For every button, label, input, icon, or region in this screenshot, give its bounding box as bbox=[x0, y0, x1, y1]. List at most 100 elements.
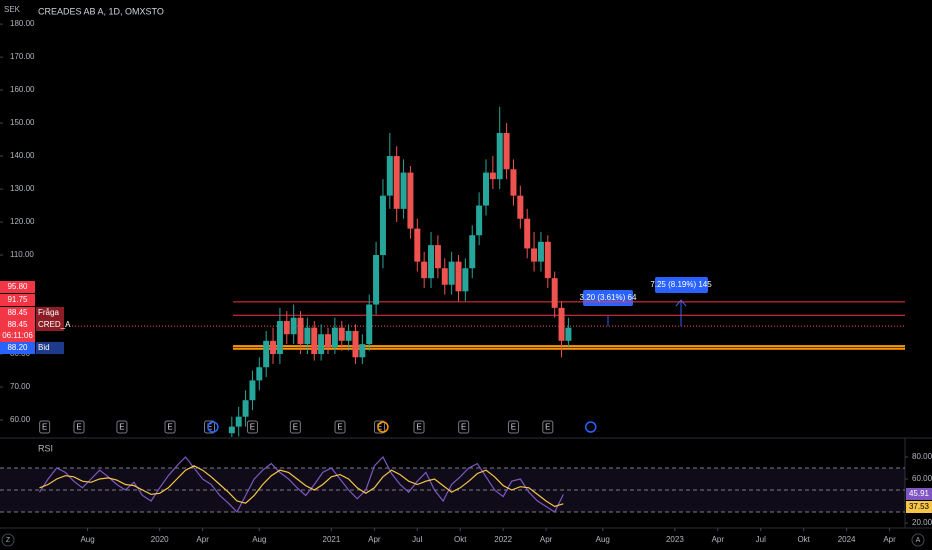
x-tick-label: Okt bbox=[454, 535, 467, 544]
y-tick-label: 20.00 bbox=[912, 518, 932, 527]
candle-body bbox=[263, 340, 270, 368]
price-label-bg bbox=[0, 294, 35, 306]
dividend-marker bbox=[584, 421, 597, 433]
value-label-bg bbox=[906, 488, 932, 500]
price-label: 95.80 bbox=[7, 282, 28, 291]
event-label: E bbox=[377, 423, 382, 432]
event-marker bbox=[413, 420, 425, 434]
rsi-line bbox=[39, 465, 564, 508]
event-label: E bbox=[293, 423, 298, 432]
candle-body bbox=[469, 235, 476, 269]
y-tick-label: 60.00 bbox=[912, 474, 932, 483]
candle-body bbox=[235, 416, 242, 427]
footer-icon[interactable] bbox=[911, 533, 925, 547]
candle-body bbox=[228, 426, 235, 434]
candle-body bbox=[400, 172, 407, 209]
price-tag: CRED_A bbox=[38, 320, 71, 329]
price-label-bg bbox=[0, 307, 35, 319]
price-tag: Bid bbox=[38, 343, 50, 352]
x-tick-label: 2020 bbox=[151, 535, 169, 544]
y-tick-label: 110.00 bbox=[10, 250, 34, 259]
dividend-marker bbox=[207, 421, 219, 433]
y-tick-label: 70.00 bbox=[10, 382, 31, 391]
y-tick-label: 130.00 bbox=[10, 184, 35, 193]
price-tag-bg bbox=[36, 307, 64, 319]
candle-body bbox=[290, 317, 297, 335]
event-label: E bbox=[167, 423, 172, 432]
price-label-bg bbox=[0, 281, 35, 293]
candle-body bbox=[428, 245, 435, 279]
value-label-bg bbox=[906, 501, 932, 513]
x-tick-label: Apr bbox=[196, 535, 209, 544]
event-marker bbox=[39, 420, 51, 434]
candle-body bbox=[345, 330, 352, 341]
candle-body bbox=[283, 321, 290, 335]
candle-body bbox=[496, 132, 503, 180]
candle-body bbox=[407, 172, 414, 229]
candle-body bbox=[386, 156, 393, 196]
event-marker bbox=[289, 420, 301, 434]
y-tick-label: 150.00 bbox=[10, 118, 35, 127]
candle-body bbox=[276, 321, 283, 355]
candle-body bbox=[489, 172, 496, 180]
y-tick-label: 140.00 bbox=[10, 151, 35, 160]
candle-body bbox=[517, 195, 524, 219]
candle-body bbox=[531, 248, 538, 262]
candle-body bbox=[421, 261, 428, 279]
candle-body bbox=[249, 380, 256, 401]
x-tick-label: Jul bbox=[412, 535, 422, 544]
x-tick-label: Okt bbox=[797, 535, 810, 544]
y-tick-label: 60.00 bbox=[10, 415, 31, 424]
candle-body bbox=[414, 228, 421, 262]
footer-icon-label[interactable]: A bbox=[916, 537, 921, 544]
candle-body bbox=[434, 245, 441, 269]
event-marker bbox=[458, 420, 470, 434]
event-label: E bbox=[119, 423, 124, 432]
candle-body bbox=[270, 340, 277, 355]
candle-body bbox=[311, 327, 318, 355]
rsi-line bbox=[38, 455, 564, 514]
candle-body bbox=[510, 169, 517, 196]
candle-body bbox=[462, 268, 469, 292]
candle-body bbox=[558, 307, 565, 341]
candle-body bbox=[352, 330, 359, 358]
price-label-bg bbox=[0, 319, 35, 331]
event-marker bbox=[204, 420, 216, 434]
event-label: E bbox=[511, 423, 516, 432]
candle-body bbox=[537, 241, 544, 262]
event-label: E bbox=[545, 423, 550, 432]
candle-body bbox=[331, 327, 338, 348]
y-tick-label: 160.00 bbox=[10, 85, 35, 94]
candle-body bbox=[476, 205, 483, 236]
candle-body bbox=[448, 261, 455, 285]
event-label: E bbox=[207, 423, 212, 432]
candle-body bbox=[393, 156, 400, 209]
candle-body bbox=[551, 278, 558, 308]
y-tick-label: 180.00 bbox=[10, 19, 35, 28]
y-tick-label: 80.00 bbox=[912, 452, 932, 461]
candle-body bbox=[524, 218, 531, 249]
x-tick-label: Apr bbox=[883, 535, 896, 544]
event-label: E bbox=[76, 423, 81, 432]
x-tick-label: 2021 bbox=[323, 535, 341, 544]
candle-body bbox=[503, 132, 510, 170]
candle-body bbox=[379, 195, 386, 256]
measure-box bbox=[655, 277, 708, 293]
candle-body bbox=[565, 327, 572, 341]
candle-body bbox=[304, 327, 311, 345]
x-tick-label: 2022 bbox=[494, 535, 512, 544]
candle-body bbox=[441, 268, 448, 285]
candle-body bbox=[256, 367, 263, 381]
price-label: 06:11:06 bbox=[2, 331, 33, 340]
y-tick-label: 120.00 bbox=[10, 217, 35, 226]
split-marker bbox=[377, 421, 389, 433]
candle-body bbox=[366, 304, 373, 345]
footer-icon-label[interactable]: Z bbox=[6, 537, 11, 544]
event-marker bbox=[542, 420, 554, 434]
candle-body bbox=[482, 172, 489, 206]
measure-label: 7.25 (8.19%) 145 bbox=[650, 280, 712, 289]
footer-icon[interactable] bbox=[1, 533, 15, 547]
y-tick-label: 170.00 bbox=[10, 52, 35, 61]
candle-body bbox=[338, 327, 345, 341]
event-label: E bbox=[337, 423, 342, 432]
